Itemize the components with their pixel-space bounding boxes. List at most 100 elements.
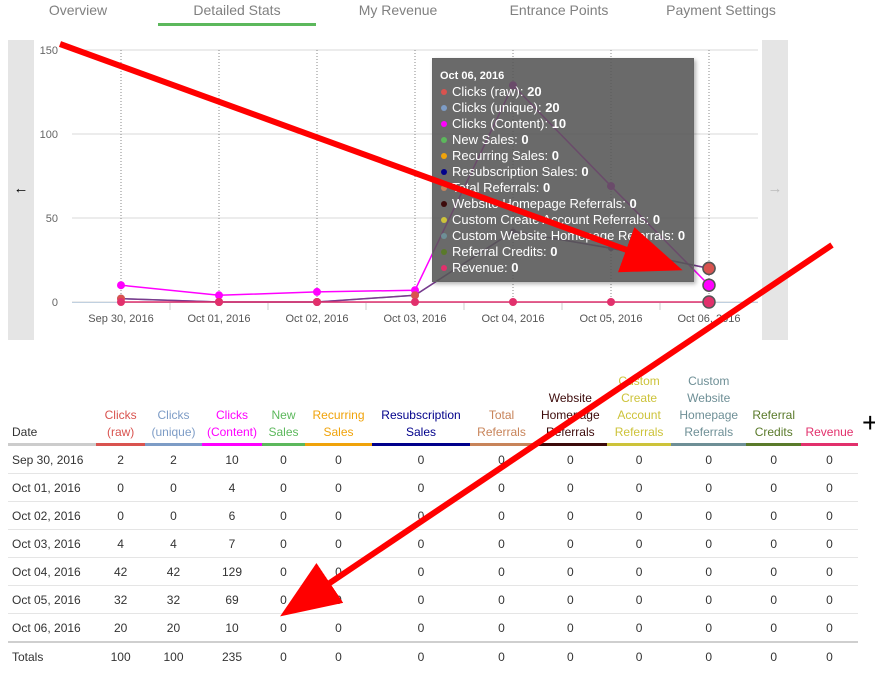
tooltip-label: Custom Website Homepage Referrals: bbox=[452, 228, 678, 243]
tooltip-row: Clicks (unique): 20 bbox=[441, 100, 560, 116]
x-tick-label: Oct 01, 2016 bbox=[188, 313, 251, 325]
row-value-cell: 0 bbox=[469, 444, 534, 474]
series-point bbox=[117, 281, 125, 290]
row-value-cell: 0 bbox=[372, 473, 470, 502]
row-value-cell: 0 bbox=[469, 613, 534, 642]
column-header[interactable]: Clicks (unique) bbox=[145, 373, 202, 446]
row-value-cell: 42 bbox=[95, 557, 146, 586]
tooltip-label: Clicks (Content): bbox=[452, 116, 552, 131]
row-value-cell: 0 bbox=[304, 585, 373, 614]
row-value-cell: 0 bbox=[746, 557, 801, 586]
row-value-cell: 0 bbox=[671, 529, 747, 558]
row-value-cell: 0 bbox=[533, 585, 608, 614]
x-tick-label: Sep 30, 2016 bbox=[88, 313, 153, 325]
tooltip-row: Custom Website Homepage Referrals: 0 bbox=[441, 228, 685, 244]
column-header[interactable]: Date bbox=[8, 373, 96, 446]
tooltip-row: Total Referrals: 0 bbox=[441, 180, 550, 196]
row-value-cell: 0 bbox=[372, 529, 470, 558]
series-point bbox=[215, 298, 223, 306]
column-header[interactable]: New Sales bbox=[262, 373, 305, 446]
row-value-cell: 20 bbox=[95, 613, 146, 642]
series-dot-icon bbox=[441, 153, 447, 159]
row-value-cell: 2 bbox=[95, 444, 146, 474]
table-row: Oct 05, 2016 32 32 69 0 0 0 0 0 0 0 0 0 bbox=[8, 585, 858, 614]
tooltip-value: 20 bbox=[545, 100, 560, 115]
row-value-cell: 20 bbox=[145, 613, 202, 642]
tooltip-row: Resubscription Sales: 0 bbox=[441, 164, 589, 180]
row-value-cell: 100 bbox=[95, 641, 146, 671]
series-dot-icon bbox=[441, 89, 447, 95]
column-header[interactable]: Custom Website Homepage Referrals bbox=[671, 373, 747, 446]
row-value-cell: 0 bbox=[304, 501, 373, 530]
column-header[interactable]: Total Referrals bbox=[469, 373, 534, 446]
tooltip-value: 0 bbox=[521, 132, 529, 147]
tooltip-value: 20 bbox=[527, 84, 542, 99]
row-value-cell: 0 bbox=[262, 585, 305, 614]
tooltip-row: Recurring Sales: 0 bbox=[441, 148, 559, 164]
tooltip-row: Clicks (raw): 20 bbox=[441, 84, 542, 100]
row-value-cell: 4 bbox=[95, 529, 146, 558]
tab-payment-settings[interactable]: Payment Settings bbox=[666, 2, 776, 18]
tooltip-row: Custom Create Account Referrals: 0 bbox=[441, 212, 660, 228]
row-value-cell: 0 bbox=[304, 613, 373, 642]
x-tick-label: Oct 06, 2016 bbox=[678, 313, 741, 325]
row-value-cell: 100 bbox=[145, 641, 202, 671]
row-date-cell: Oct 02, 2016 bbox=[8, 501, 96, 530]
row-value-cell: 0 bbox=[746, 529, 801, 558]
column-header[interactable]: Resubscription Sales bbox=[372, 373, 470, 446]
y-tick-label: 0 bbox=[52, 297, 58, 309]
column-header[interactable]: Clicks (Content) bbox=[201, 373, 263, 446]
column-header[interactable]: Clicks (raw) bbox=[95, 373, 146, 446]
table-row: Oct 01, 2016 0 0 4 0 0 0 0 0 0 0 0 0 bbox=[8, 473, 858, 502]
tooltip-value: 0 bbox=[511, 260, 519, 275]
tab-overview[interactable]: Overview bbox=[48, 2, 108, 18]
tooltip-label: Total Referrals: bbox=[452, 180, 544, 195]
tab-my-revenue[interactable]: My Revenue bbox=[358, 2, 438, 18]
column-header[interactable]: Custom Create Account Referrals bbox=[607, 373, 671, 446]
chart-prev-button[interactable]: ← bbox=[8, 40, 34, 340]
tab-entrance-points[interactable]: Entrance Points bbox=[509, 2, 609, 18]
y-tick-label: 100 bbox=[40, 129, 58, 141]
row-value-cell: 42 bbox=[145, 557, 202, 586]
row-value-cell: 0 bbox=[746, 585, 801, 614]
row-value-cell: 0 bbox=[262, 501, 305, 530]
tooltip-row: New Sales: 0 bbox=[441, 132, 529, 148]
row-value-cell: 0 bbox=[95, 473, 146, 502]
row-value-cell: 0 bbox=[262, 529, 305, 558]
column-header[interactable]: Recurring Sales bbox=[304, 373, 373, 446]
column-header[interactable]: Website Homepage Referrals bbox=[533, 373, 608, 446]
tab-detailed-stats[interactable]: Detailed Stats bbox=[193, 2, 281, 18]
row-value-cell: 0 bbox=[533, 501, 608, 530]
row-value-cell: 4 bbox=[145, 529, 202, 558]
row-value-cell: 0 bbox=[372, 613, 470, 642]
row-value-cell: 0 bbox=[372, 641, 470, 671]
row-date-cell: Sep 30, 2016 bbox=[8, 444, 96, 474]
tooltip-label: Referral Credits: bbox=[452, 244, 551, 259]
series-dot-icon bbox=[441, 233, 447, 239]
tooltip-label: Revenue: bbox=[452, 260, 512, 275]
row-value-cell: 0 bbox=[469, 501, 534, 530]
column-header[interactable]: Revenue bbox=[800, 373, 858, 446]
tooltip-row: Referral Credits: 0 bbox=[441, 244, 557, 260]
series-dot-icon bbox=[441, 169, 447, 175]
series-point bbox=[117, 298, 125, 306]
x-tick-label: Oct 05, 2016 bbox=[580, 313, 643, 325]
row-value-cell: 0 bbox=[607, 641, 671, 671]
series-dot-icon bbox=[441, 105, 447, 111]
plus-icon[interactable]: + bbox=[862, 407, 875, 438]
row-value-cell: 0 bbox=[671, 613, 747, 642]
x-tick-label: Oct 02, 2016 bbox=[286, 313, 349, 325]
series-point bbox=[702, 278, 716, 292]
row-value-cell: 0 bbox=[800, 641, 858, 671]
column-header[interactable]: Referral Credits bbox=[746, 373, 801, 446]
row-value-cell: 0 bbox=[533, 444, 608, 474]
row-value-cell: 0 bbox=[469, 585, 534, 614]
series-point bbox=[509, 298, 517, 306]
row-date-cell: Oct 05, 2016 bbox=[8, 585, 96, 614]
row-value-cell: 0 bbox=[533, 529, 608, 558]
tooltip-label: Website Homepage Referrals: bbox=[452, 196, 630, 211]
row-value-cell: 0 bbox=[800, 501, 858, 530]
tooltip-value: 0 bbox=[551, 148, 559, 163]
x-tick-label: Oct 04, 2016 bbox=[482, 313, 545, 325]
row-value-cell: 129 bbox=[201, 557, 263, 586]
